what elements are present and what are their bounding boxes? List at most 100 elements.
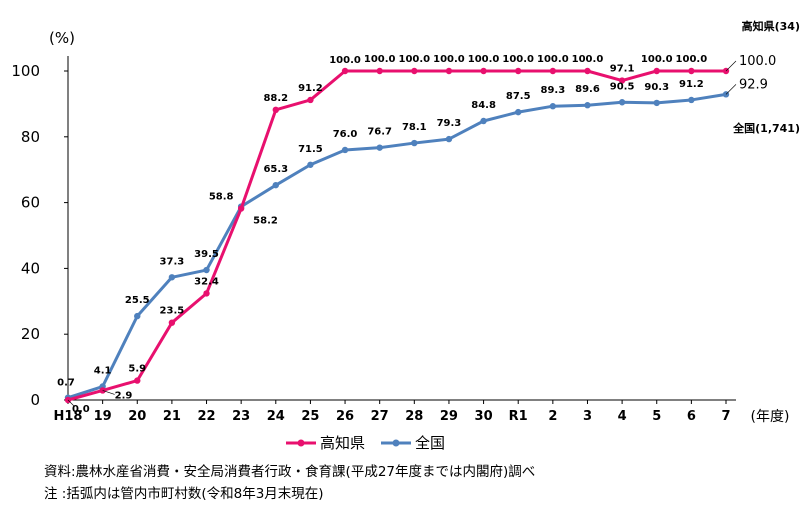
x-axis-unit: (年度) — [751, 409, 790, 425]
data-point — [411, 67, 418, 75]
data-point — [445, 135, 453, 143]
series-layer — [64, 67, 730, 404]
data-point — [688, 67, 695, 75]
data-label-kochi: 32.4 — [194, 276, 219, 287]
leader-line — [102, 390, 115, 395]
data-point — [549, 67, 557, 75]
x-tick-label: 19 — [94, 409, 112, 424]
data-label-national: 90.5 — [610, 81, 635, 92]
x-tick-label: 22 — [197, 409, 215, 424]
data-point — [618, 77, 626, 84]
data-label-national: 39.5 — [194, 249, 219, 260]
y-axis-ticks: 0 20 40 60 80 100 — [11, 62, 68, 409]
data-point — [480, 67, 487, 75]
y-tick-label: 80 — [21, 128, 40, 146]
data-point — [272, 106, 279, 114]
data-label-national: 90.3 — [644, 82, 669, 93]
leader-line — [67, 399, 75, 407]
data-point — [618, 99, 626, 106]
x-tick-label: 21 — [163, 409, 181, 424]
x-axis-ticks: H18 19 20 21 22 23 24 25 26 27 28 29 30 R1 2 3 4 5 6 7 — [54, 400, 731, 424]
data-label-national: 37.3 — [160, 256, 185, 267]
y-axis-unit: (%) — [49, 29, 75, 47]
data-point — [272, 181, 279, 189]
end-value-national: 92.9 — [739, 77, 768, 92]
x-tick-label: 23 — [232, 409, 250, 424]
y-tick-label: 40 — [21, 259, 40, 277]
data-label-national: 91.2 — [679, 79, 704, 90]
x-tick-label: 7 — [721, 409, 730, 424]
data-point — [134, 377, 141, 384]
data-label-kochi: 100.0 — [398, 54, 430, 65]
data-point — [515, 67, 522, 75]
data-label-kochi: 5.9 — [128, 364, 146, 375]
data-label-national: 58.8 — [209, 192, 234, 203]
data-label-national: 4.1 — [94, 366, 112, 377]
series-annotation-kochi: 高知県(34) — [742, 19, 800, 33]
data-point — [515, 108, 522, 116]
data-point — [584, 102, 591, 109]
data-label-national: 0.7 — [57, 378, 75, 389]
legend-label-kochi: 高知県 — [320, 434, 366, 452]
data-label-kochi: 100.0 — [572, 54, 604, 65]
legend-item-kochi: 高知県 — [286, 432, 365, 453]
data-label-national: 84.8 — [471, 100, 496, 111]
x-tick-label: 24 — [267, 409, 285, 424]
data-label-national: 25.5 — [125, 295, 150, 306]
data-label-kochi: 58.2 — [253, 216, 278, 227]
data-point — [203, 290, 210, 297]
data-point — [168, 274, 176, 281]
data-label-national: 87.5 — [506, 91, 531, 102]
data-point — [307, 161, 314, 168]
data-point — [134, 312, 141, 320]
data-label-national: 71.5 — [298, 144, 323, 155]
data-label-national: 79.3 — [437, 118, 462, 129]
x-tick-label: 2 — [548, 409, 557, 424]
series-line-national — [67, 92, 727, 400]
data-label-kochi: 100.0 — [676, 54, 708, 65]
legend-swatch-national — [381, 439, 412, 446]
data-point — [307, 96, 314, 104]
y-tick-label: 0 — [30, 391, 40, 409]
data-point — [584, 67, 591, 75]
source-note: 資料:農林水産省消費・安全局消費者行政・食育課(平成27年度までは内閣府)調べ — [44, 464, 536, 480]
x-tick-label: 5 — [652, 409, 661, 424]
data-label-kochi: 100.0 — [329, 55, 361, 66]
x-tick-label: 6 — [687, 409, 696, 424]
data-label-kochi: 2.9 — [115, 390, 133, 401]
data-label-kochi: 97.1 — [610, 64, 635, 75]
end-leader-kochi — [725, 60, 737, 72]
data-label-kochi: 100.0 — [433, 54, 465, 65]
series-annotation-national: 全国(1,741) — [732, 121, 800, 135]
data-label-kochi: 100.0 — [468, 54, 500, 65]
x-tick-label: 27 — [371, 409, 389, 424]
data-point — [376, 67, 383, 75]
data-label-kochi: 23.5 — [160, 306, 185, 317]
data-label-national: 76.0 — [333, 129, 358, 140]
x-tick-label: 26 — [336, 409, 354, 424]
data-label-national: 89.3 — [540, 85, 565, 96]
legend-item-national: 全国 — [381, 432, 445, 453]
legend-swatch-kochi — [286, 439, 316, 446]
data-label-kochi: 88.2 — [263, 93, 288, 104]
data-point — [688, 96, 695, 104]
x-tick-label: 29 — [440, 409, 458, 424]
y-tick-label: 100 — [11, 62, 40, 80]
data-point — [376, 144, 383, 151]
legend-label-national: 全国 — [415, 434, 446, 452]
notes: 資料:農林水産省消費・安全局消費者行政・食育課(平成27年度までは内閣府)調べ … — [44, 461, 535, 505]
x-tick-label: 28 — [405, 409, 423, 424]
data-point — [480, 117, 487, 125]
data-point — [653, 67, 660, 75]
x-tick-label: H18 — [54, 409, 83, 424]
x-tick-label: 20 — [128, 409, 146, 424]
data-point — [341, 146, 349, 154]
x-tick-label: 4 — [618, 409, 627, 424]
data-label-kochi: 100.0 — [502, 54, 534, 65]
data-point — [237, 205, 245, 212]
footnote: 注 :括弧内は管内市町村数(令和8年3月末現在) — [44, 486, 324, 502]
data-label-national: 89.6 — [575, 84, 600, 95]
end-value-kochi: 100.0 — [739, 54, 776, 69]
